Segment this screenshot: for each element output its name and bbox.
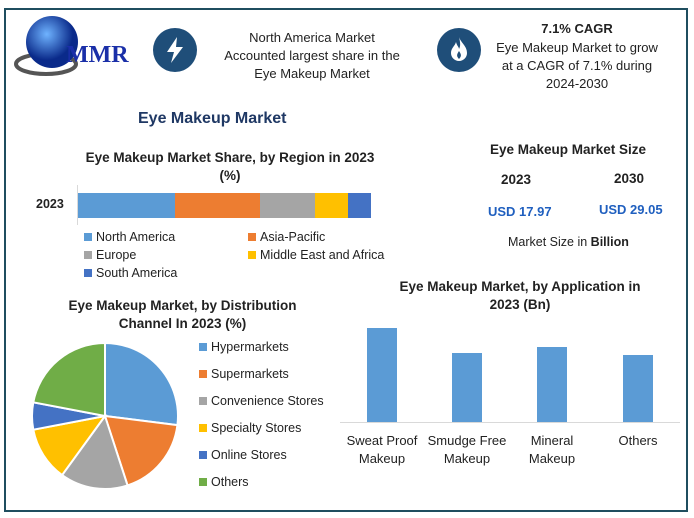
region-chart-title: Eye Makeup Market Share, by Region in 20… — [85, 150, 375, 183]
distribution-chart-title: Eye Makeup Market, by Distribution Channe… — [68, 298, 297, 331]
distribution-legend-item: Convenience Stores — [199, 394, 324, 408]
page-title: Eye Makeup Market — [138, 110, 287, 127]
year-2023: 2023 — [501, 172, 532, 187]
distribution-legend-item: Online Stores — [199, 448, 287, 462]
distribution-legend-item: Others — [199, 475, 249, 489]
application-chart-title: Eye Makeup Market, by Application in 2023… — [399, 279, 641, 312]
cagr-fact: 7.1% CAGR Eye Makeup Market to grow at a … — [496, 21, 658, 91]
region-legend-item: Middle East and Africa — [248, 248, 384, 262]
svg-text:MMR: MMR — [66, 42, 129, 68]
market-size-title: Eye Makeup Market Size — [490, 142, 647, 157]
application-category-label: Mineral Makeup — [528, 433, 576, 466]
region-segment-3 — [315, 193, 348, 218]
pie-slice-convenience-stores — [60, 413, 129, 490]
infographic-frame — [4, 8, 688, 512]
region-segment-0 — [78, 193, 175, 218]
pie-slice-hypermarkets — [104, 341, 179, 427]
region-legend-item: Asia-Pacific — [248, 230, 325, 244]
pie-slice-supermarkets — [103, 414, 179, 487]
region-stacked-bar — [78, 193, 371, 218]
mmr-logo: MMR — [14, 12, 139, 82]
application-category-label: Others — [618, 433, 658, 448]
application-category-label: Sweat Proof Makeup — [346, 433, 418, 466]
application-bar-3 — [623, 354, 653, 422]
application-axis — [340, 422, 680, 423]
distribution-legend-item: Supermarkets — [199, 367, 289, 381]
pie-slice-others — [32, 341, 106, 418]
value-2030: USD 29.05 — [599, 202, 663, 217]
region-legend-item: South America — [84, 266, 177, 280]
value-2023: USD 17.97 — [488, 204, 552, 219]
region-segment-1 — [174, 193, 260, 218]
region-segment-4 — [347, 193, 371, 218]
region-segment-2 — [259, 193, 316, 218]
region-legend-item: Europe — [84, 248, 136, 262]
region-year-label: 2023 — [36, 197, 64, 211]
distribution-legend-item: Hypermarkets — [199, 340, 289, 354]
market-size-note: Market Size in Billion — [508, 235, 629, 249]
application-category-label: Smudge Free Makeup — [427, 433, 507, 466]
distribution-pie — [31, 341, 179, 490]
distribution-legend-item: Specialty Stores — [199, 421, 301, 435]
lightning-icon — [153, 28, 197, 72]
north-america-fact: North America Market Accounted largest sh… — [224, 30, 400, 81]
application-bar-2 — [537, 347, 567, 422]
year-2030: 2030 — [614, 171, 645, 186]
flame-icon — [437, 28, 481, 72]
region-legend-item: North America — [84, 230, 175, 244]
application-bar-1 — [452, 352, 482, 422]
application-bar-0 — [367, 328, 397, 422]
